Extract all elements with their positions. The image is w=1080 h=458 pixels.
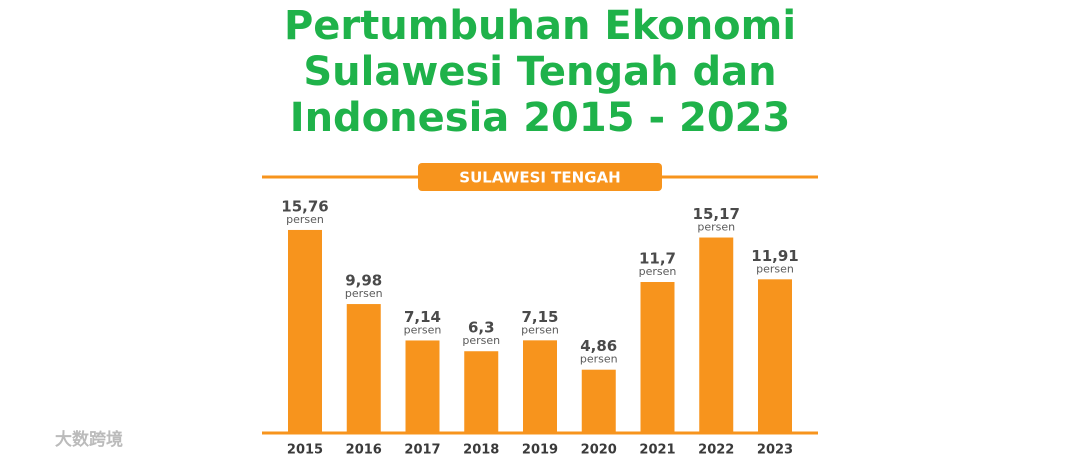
bar bbox=[288, 229, 322, 432]
value-label: 4,86 bbox=[580, 337, 617, 355]
value-label: 11,91 bbox=[751, 247, 798, 265]
value-label: 9,98 bbox=[345, 272, 382, 290]
x-tick-label: 2016 bbox=[346, 443, 382, 458]
x-tick-label: 2020 bbox=[581, 443, 617, 458]
unit-label: persen bbox=[639, 265, 677, 278]
unit-label: persen bbox=[580, 353, 618, 366]
title-line: Pertumbuhan Ekonomi bbox=[284, 3, 796, 49]
value-label: 15,17 bbox=[693, 205, 740, 223]
x-tick-label: 2019 bbox=[522, 443, 558, 458]
unit-label: persen bbox=[462, 334, 500, 347]
unit-label: persen bbox=[756, 262, 794, 275]
unit-label: persen bbox=[286, 213, 324, 226]
bar bbox=[523, 340, 557, 432]
unit-label: persen bbox=[521, 323, 559, 336]
section-label: SULAWESI TENGAH bbox=[459, 169, 620, 187]
bar bbox=[464, 351, 499, 432]
value-label: 7,15 bbox=[521, 308, 558, 326]
unit-label: persen bbox=[697, 221, 735, 234]
x-tick-label: 2015 bbox=[287, 443, 323, 458]
value-label: 15,76 bbox=[281, 197, 328, 215]
bar bbox=[758, 279, 792, 432]
bar bbox=[405, 340, 440, 432]
x-tick-label: 2023 bbox=[757, 443, 793, 458]
bar bbox=[640, 282, 675, 432]
bar bbox=[581, 369, 616, 432]
value-label: 7,14 bbox=[404, 308, 441, 326]
x-tick-label: 2018 bbox=[463, 443, 499, 458]
value-label: 11,7 bbox=[639, 250, 676, 268]
title: Pertumbuhan Ekonomi Sulawesi Tengah dan … bbox=[284, 3, 796, 141]
bar bbox=[699, 237, 734, 432]
bar bbox=[346, 304, 381, 432]
title-line: Sulawesi Tengah dan bbox=[303, 49, 776, 95]
unit-label: persen bbox=[404, 323, 442, 336]
title-line: Indonesia 2015 - 2023 bbox=[290, 95, 791, 141]
x-tick-label: 2022 bbox=[698, 443, 734, 458]
x-tick-label: 2017 bbox=[404, 443, 440, 458]
unit-label: persen bbox=[345, 287, 383, 300]
x-tick-label: 2021 bbox=[639, 443, 675, 458]
watermark: 大数跨境 bbox=[55, 429, 123, 450]
value-label: 6,3 bbox=[468, 319, 495, 337]
section-pill bbox=[418, 163, 662, 191]
